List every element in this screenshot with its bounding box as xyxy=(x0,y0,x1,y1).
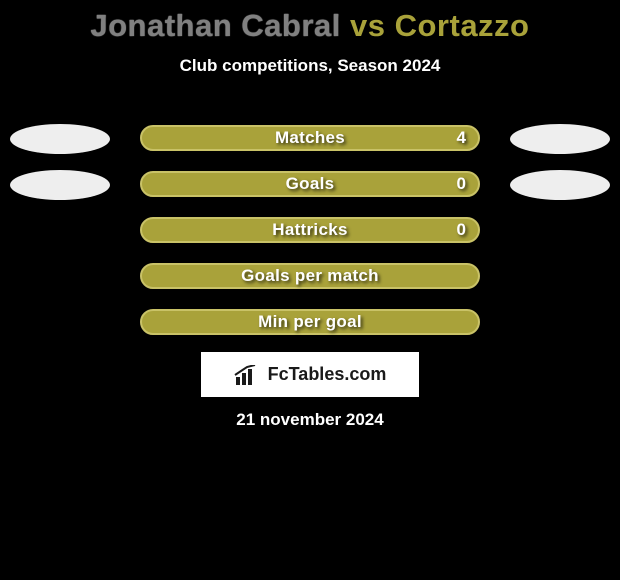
stat-row: Goals 0 xyxy=(0,158,620,204)
stat-row: Min per goal xyxy=(0,296,620,342)
chart-icon xyxy=(234,365,262,385)
stats-rows: Matches 4 Goals 0 Hattricks 0 Goals per … xyxy=(0,112,620,342)
subtitle: Club competitions, Season 2024 xyxy=(0,56,620,76)
fctables-logo: FcTables.com xyxy=(201,352,419,397)
stat-value: 4 xyxy=(457,127,466,149)
stat-bar: Matches 4 xyxy=(140,125,480,151)
vs-separator: vs xyxy=(350,8,385,43)
ellipse-left xyxy=(10,124,110,154)
stat-label: Goals per match xyxy=(241,266,379,285)
logo-text: FcTables.com xyxy=(268,364,387,385)
stat-value: 0 xyxy=(457,219,466,241)
player2-name: Cortazzo xyxy=(395,8,530,43)
ellipse-right xyxy=(510,124,610,154)
date-label: 21 november 2024 xyxy=(0,410,620,430)
stat-label: Goals xyxy=(286,174,335,193)
player1-name: Jonathan Cabral xyxy=(90,8,340,43)
stat-label: Matches xyxy=(275,128,345,147)
ellipse-left xyxy=(10,170,110,200)
stat-row: Hattricks 0 xyxy=(0,204,620,250)
comparison-title: Jonathan Cabral vs Cortazzo xyxy=(0,0,620,44)
stat-label: Min per goal xyxy=(258,312,362,331)
stat-bar: Min per goal xyxy=(140,309,480,335)
stat-bar: Goals per match xyxy=(140,263,480,289)
stat-row: Matches 4 xyxy=(0,112,620,158)
stat-label: Hattricks xyxy=(272,220,347,239)
stat-bar: Goals 0 xyxy=(140,171,480,197)
stat-bar: Hattricks 0 xyxy=(140,217,480,243)
stat-row: Goals per match xyxy=(0,250,620,296)
stat-value: 0 xyxy=(457,173,466,195)
ellipse-right xyxy=(510,170,610,200)
